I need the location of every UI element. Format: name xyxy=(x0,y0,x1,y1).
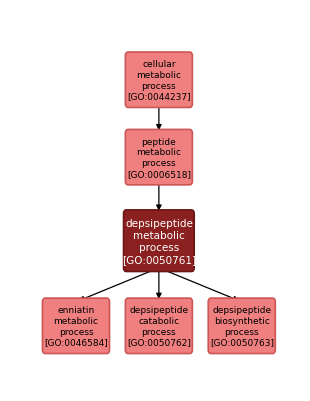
Text: depsipeptide
metabolic
process
[GO:0050761]: depsipeptide metabolic process [GO:00507… xyxy=(122,218,196,264)
Text: enniatin
metabolic
process
[GO:0046584]: enniatin metabolic process [GO:0046584] xyxy=(44,306,108,346)
FancyBboxPatch shape xyxy=(42,298,109,354)
Text: depsipeptide
biosynthetic
process
[GO:0050763]: depsipeptide biosynthetic process [GO:00… xyxy=(210,306,274,346)
FancyBboxPatch shape xyxy=(125,130,193,185)
FancyBboxPatch shape xyxy=(125,53,193,108)
FancyBboxPatch shape xyxy=(208,298,275,354)
Text: depsipeptide
catabolic
process
[GO:0050762]: depsipeptide catabolic process [GO:00507… xyxy=(127,306,191,346)
FancyBboxPatch shape xyxy=(125,298,193,354)
Text: peptide
metabolic
process
[GO:0006518]: peptide metabolic process [GO:0006518] xyxy=(127,137,191,178)
FancyBboxPatch shape xyxy=(124,211,194,272)
Text: cellular
metabolic
process
[GO:0044237]: cellular metabolic process [GO:0044237] xyxy=(127,60,191,101)
